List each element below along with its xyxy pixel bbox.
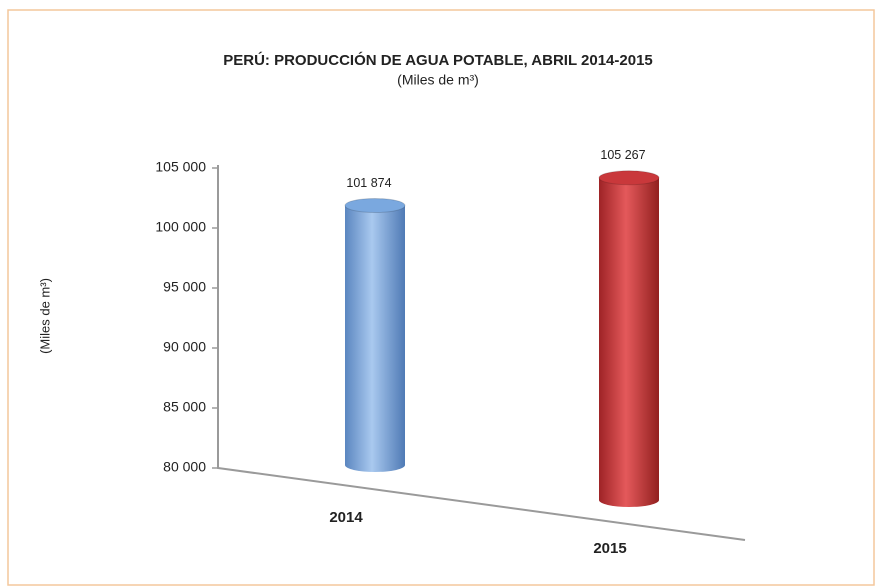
y-tick-label: 105 000 xyxy=(155,159,206,175)
y-tick-label: 90 000 xyxy=(163,339,206,355)
bar-cap xyxy=(344,198,406,214)
y-tick-label: 85 000 xyxy=(163,399,206,415)
y-axis-label: (Miles de m³) xyxy=(37,278,52,354)
y-tick-label: 95 000 xyxy=(163,279,206,295)
chart-title: PERÚ: PRODUCCIÓN DE AGUA POTABLE, ABRIL … xyxy=(223,51,653,69)
bar xyxy=(599,177,659,507)
frame xyxy=(7,9,875,586)
bar-cap xyxy=(598,170,660,186)
value-label: 105 267 xyxy=(600,148,645,162)
x-tick-label: 2015 xyxy=(593,540,626,557)
y-tick-label: 80 000 xyxy=(163,459,206,475)
chart-subtitle: (Miles de m³) xyxy=(397,72,479,88)
y-tick-label: 100 000 xyxy=(155,219,206,235)
axis xyxy=(217,165,746,541)
value-label: 101 874 xyxy=(346,176,391,190)
x-tick-label: 2014 xyxy=(329,509,363,526)
bar xyxy=(345,205,405,472)
